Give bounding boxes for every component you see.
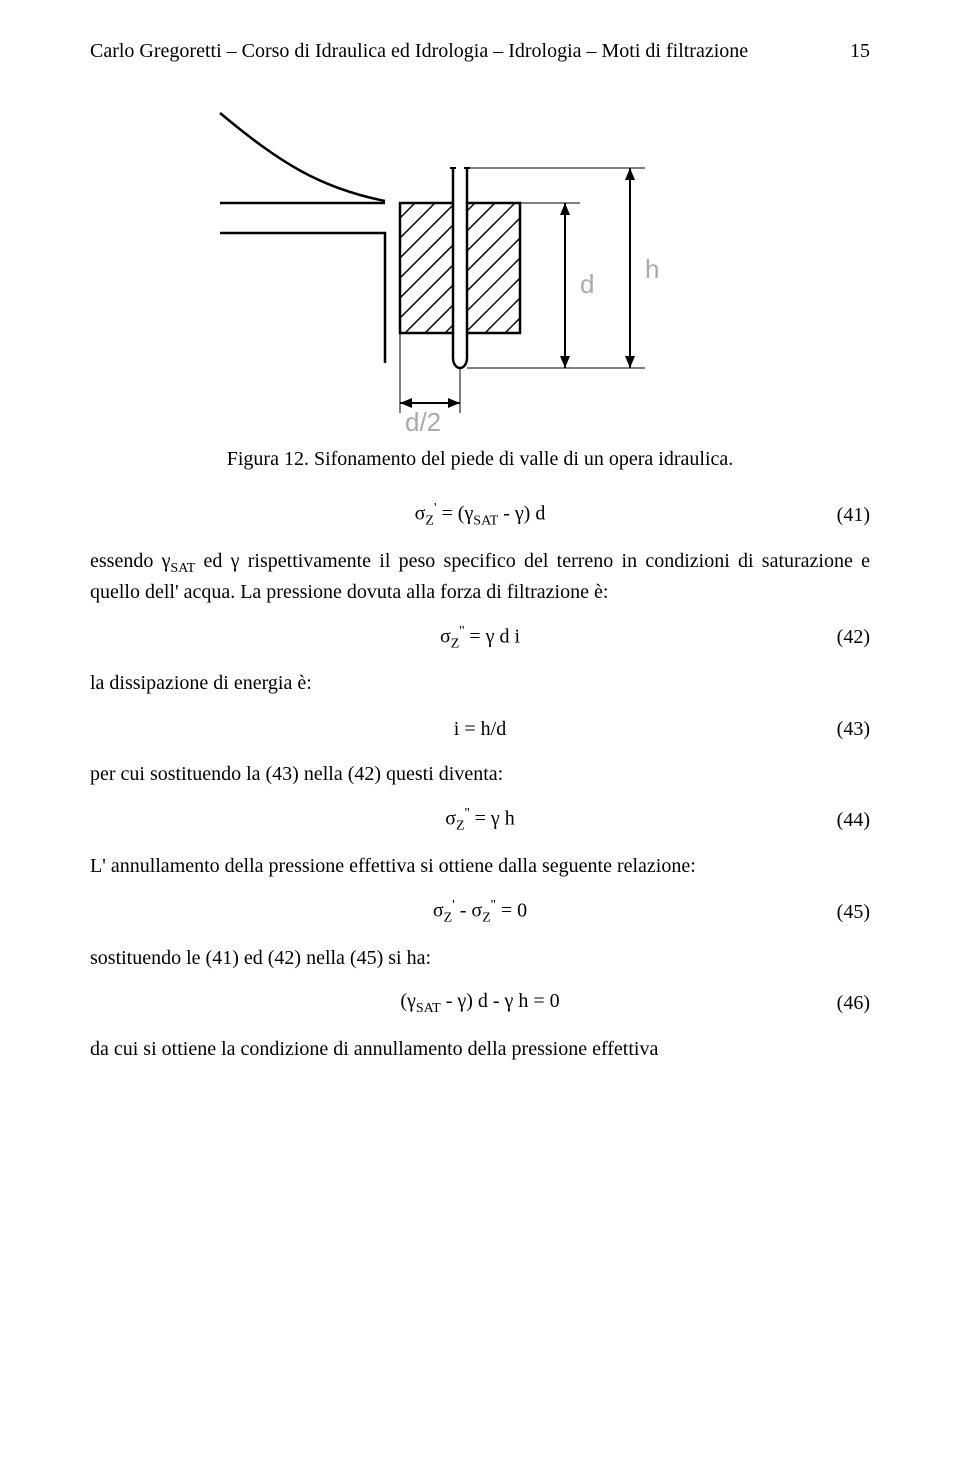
equation-45: σZ' - σZ'' = 0 (45)	[90, 898, 870, 927]
equation-46: (γSAT - γ) d - γ h = 0 (46)	[90, 990, 870, 1018]
para-1: essendo γSAT ed γ rispettivamente il pes…	[90, 548, 870, 606]
page-number: 15	[850, 40, 870, 63]
equation-44: σZ'' = γ h (44)	[90, 806, 870, 835]
figure-svg: d h d/2	[200, 103, 760, 433]
figure-caption: Figura 12. Sifonamento del piede di vall…	[90, 448, 870, 471]
para-5: sostituendo le (41) ed (42) nella (45) s…	[90, 945, 870, 972]
label-d: d	[580, 269, 594, 299]
eq45-num: (45)	[837, 901, 870, 924]
para-4: L' annullamento della pressione effettiv…	[90, 853, 870, 880]
page: Carlo Gregoretti – Corso di Idraulica ed…	[0, 0, 960, 1467]
eq45-text: σZ' - σZ'' = 0	[433, 898, 527, 927]
equation-43: i = h/d (43)	[90, 715, 870, 743]
label-h: h	[645, 254, 659, 284]
page-header: Carlo Gregoretti – Corso di Idraulica ed…	[90, 40, 870, 63]
para-6: da cui si ottiene la condizione di annul…	[90, 1036, 870, 1063]
header-title: Carlo Gregoretti – Corso di Idraulica ed…	[90, 40, 748, 63]
eq41-num: (41)	[837, 504, 870, 527]
para-2: la dissipazione di energia è:	[90, 670, 870, 697]
eq42-num: (42)	[837, 626, 870, 649]
eq43-num: (43)	[837, 718, 870, 741]
figure-12: d h d/2	[90, 103, 870, 438]
eq44-text: σZ'' = γ h	[445, 806, 515, 835]
equation-42: σZ'' = γ d i (42)	[90, 624, 870, 653]
eq41-text: σZ' = (γSAT - γ) d	[415, 501, 546, 530]
eq46-text: (γSAT - γ) d - γ h = 0	[400, 990, 559, 1017]
eq42-text: σZ'' = γ d i	[440, 624, 520, 653]
label-d2: d/2	[405, 407, 441, 433]
eq43-text: i = h/d	[454, 718, 506, 741]
eq46-num: (46)	[837, 992, 870, 1015]
para-3: per cui sostituendo la (43) nella (42) q…	[90, 761, 870, 788]
equation-41: σZ' = (γSAT - γ) d (41)	[90, 501, 870, 530]
eq44-num: (44)	[837, 809, 870, 832]
